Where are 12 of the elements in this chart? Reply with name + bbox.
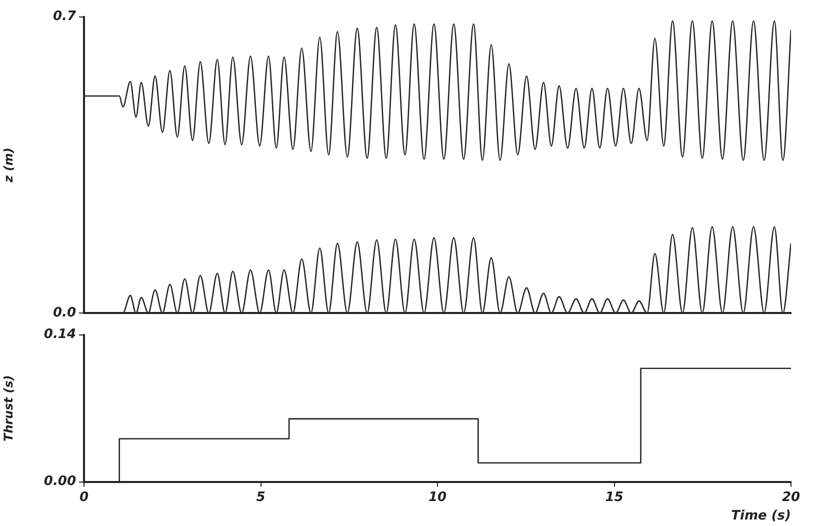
y-tick-label: 0.00	[44, 474, 76, 490]
y-axis-title: Thrust (s)	[1, 375, 16, 442]
x-tick-label: 0	[79, 490, 89, 505]
y-tick-label: 0.0	[52, 306, 76, 321]
y-tick-label: 0.14	[44, 327, 76, 342]
x-tick-label: 10	[428, 490, 447, 505]
x-tick-label: 5	[256, 490, 266, 505]
x-tick-label: 20	[782, 490, 800, 505]
x-tick-label: 15	[605, 490, 624, 505]
x-axis-title: Time (s)	[731, 508, 791, 524]
y-tick-label: 0.7	[52, 9, 77, 24]
y-axis-title: z (m)	[1, 148, 16, 184]
